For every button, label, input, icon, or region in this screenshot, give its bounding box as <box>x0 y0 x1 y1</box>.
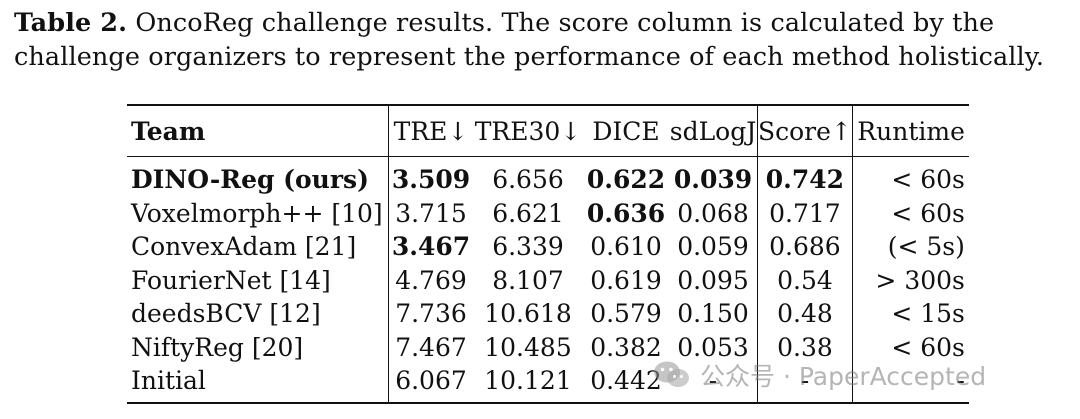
cell-score: 0.686 <box>757 230 853 264</box>
table-row: Initial 6.067 10.121 0.442 - - - <box>127 364 969 403</box>
cell-dice: 0.619 <box>590 265 662 295</box>
cell-dice: 0.579 <box>590 299 662 329</box>
cell-tre: 4.769 <box>388 263 473 297</box>
table-caption: Table 2. OncoReg challenge results. The … <box>14 6 1074 74</box>
results-table: Team TRE↓ TRE30↓ DICE sdLogJ Score↑ Runt… <box>127 104 969 404</box>
table-row: FourierNet [14] 4.769 8.107 0.619 0.095 … <box>127 263 969 297</box>
cell-team: deedsBCV [12] <box>131 299 321 329</box>
col-header-team: Team <box>131 116 206 146</box>
cell-tre30: 6.339 <box>492 232 564 262</box>
cell-score: 0.48 <box>757 297 853 331</box>
cell-team: Voxelmorph++ [10] <box>131 198 383 228</box>
cell-runtime: < 15s <box>851 297 969 331</box>
cell-score: 0.742 <box>757 156 853 197</box>
cell-runtime: (< 5s) <box>851 230 969 264</box>
col-header-runtime: Runtime <box>851 105 969 157</box>
col-header-tre: TRE↓ <box>388 105 473 157</box>
cell-team: DINO-Reg (ours) <box>131 165 369 195</box>
col-header-dice: DICE <box>592 116 660 146</box>
cell-tre30: 8.107 <box>492 265 564 295</box>
cell-sdlogj: 0.150 <box>677 299 749 329</box>
cell-dice: 0.442 <box>590 366 662 396</box>
cell-team: NiftyReg [20] <box>131 332 304 362</box>
cell-tre: 3.467 <box>388 230 473 264</box>
table-row: DINO-Reg (ours) 3.509 6.656 0.622 0.039 … <box>127 156 969 197</box>
cell-score: 0.717 <box>757 196 853 230</box>
cell-runtime: - <box>851 364 969 403</box>
col-header-sdlogj: sdLogJ <box>669 116 757 146</box>
cell-sdlogj: 0.059 <box>677 232 749 262</box>
cell-runtime: < 60s <box>851 156 969 197</box>
cell-score: 0.38 <box>757 330 853 364</box>
header-row: Team TRE↓ TRE30↓ DICE sdLogJ Score↑ Runt… <box>127 105 969 157</box>
cell-score: - <box>757 364 853 403</box>
cell-tre30: 6.656 <box>492 165 564 195</box>
cell-tre30: 10.485 <box>484 332 572 362</box>
cell-sdlogj: 0.039 <box>673 165 753 195</box>
cell-dice: 0.622 <box>586 165 666 195</box>
cell-tre30: 10.121 <box>484 366 572 396</box>
watermark: 公众号 · PaperAccepted <box>652 357 986 393</box>
col-header-tre30: TRE30↓ <box>474 116 582 146</box>
col-header-score: Score↑ <box>757 105 853 157</box>
cell-tre: 7.736 <box>388 297 473 331</box>
wechat-icon <box>652 359 692 391</box>
cell-runtime: > 300s <box>851 263 969 297</box>
table-row: deedsBCV [12] 7.736 10.618 0.579 0.150 0… <box>127 297 969 331</box>
cell-team: Initial <box>131 366 206 396</box>
caption-text: OncoReg challenge results. The score col… <box>14 8 1045 72</box>
cell-dice: 0.636 <box>586 198 666 228</box>
table-row: Voxelmorph++ [10] 3.715 6.621 0.636 0.06… <box>127 196 969 230</box>
cell-tre30: 6.621 <box>492 198 564 228</box>
caption-label: Table 2. <box>14 8 128 38</box>
cell-score: 0.54 <box>757 263 853 297</box>
cell-tre: 3.715 <box>388 196 473 230</box>
cell-tre: 7.467 <box>388 330 473 364</box>
cell-sdlogj: 0.095 <box>677 265 749 295</box>
table-row: ConvexAdam [21] 3.467 6.339 0.610 0.059 … <box>127 230 969 264</box>
cell-team: FourierNet [14] <box>131 265 331 295</box>
cell-sdlogj: - <box>708 366 718 396</box>
watermark-text: 公众号 · PaperAccepted <box>700 362 987 391</box>
cell-dice: 0.610 <box>590 232 662 262</box>
cell-runtime: < 60s <box>851 330 969 364</box>
cell-tre30: 10.618 <box>484 299 572 329</box>
table-row: NiftyReg [20] 7.467 10.485 0.382 0.053 0… <box>127 330 969 364</box>
cell-dice: 0.382 <box>590 332 662 362</box>
cell-sdlogj: 0.068 <box>677 198 749 228</box>
cell-tre: 6.067 <box>388 364 473 403</box>
cell-sdlogj: 0.053 <box>677 332 749 362</box>
cell-team: ConvexAdam [21] <box>131 232 357 262</box>
cell-runtime: < 60s <box>851 196 969 230</box>
cell-tre: 3.509 <box>388 156 473 197</box>
